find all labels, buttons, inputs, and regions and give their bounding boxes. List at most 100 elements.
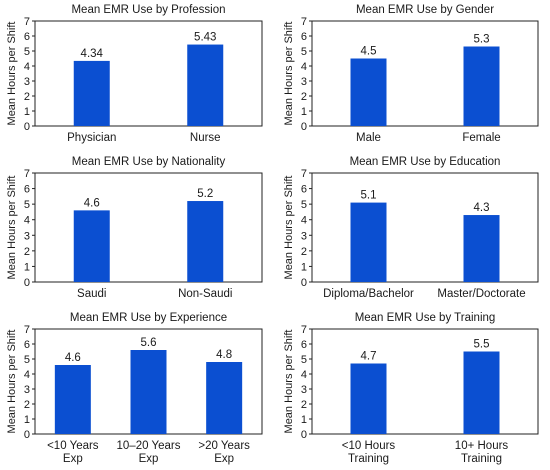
y-tick-label: 1 <box>24 261 30 273</box>
y-tick-label: 2 <box>301 246 307 258</box>
chart-title: Mean EMR Use by Training <box>355 312 496 324</box>
y-tick-label: 0 <box>301 429 307 441</box>
data-label: 4.3 <box>474 202 490 214</box>
bar <box>350 202 387 282</box>
chart-panel-4: Mean EMR Use by Education Mean Hours per … <box>283 156 539 300</box>
y-axis-label: Mean Hours per Shift <box>6 22 18 126</box>
data-label: 4.8 <box>216 349 232 361</box>
y-tick-label: 1 <box>24 414 30 426</box>
y-axis-label: Mean Hours per Shift <box>283 330 295 434</box>
data-label: 5.5 <box>474 339 490 351</box>
y-tick-label: 0 <box>24 277 30 289</box>
chart-panel-3: Mean EMR Use by Nationality Mean Hours pe… <box>6 156 263 300</box>
y-tick-label: 1 <box>24 106 30 118</box>
y-tick-label: 4 <box>24 369 30 381</box>
y-tick-label: 5 <box>24 199 30 211</box>
bar <box>463 351 500 434</box>
y-tick-label: 3 <box>24 384 30 396</box>
bar <box>187 44 224 126</box>
category-label: Saudi <box>77 288 106 300</box>
y-tick-label: 7 <box>24 324 30 336</box>
category-label: Training <box>461 453 502 465</box>
y-tick-label: 0 <box>24 121 30 133</box>
data-label: 4.6 <box>84 197 100 209</box>
y-tick-label: 4 <box>301 215 307 227</box>
bar <box>187 201 224 282</box>
y-axis-label: Mean Hours per Shift <box>6 330 18 434</box>
chart-panel-2: Mean EMR Use by Gender Mean Hours per Shi… <box>283 4 539 144</box>
bar <box>73 210 110 282</box>
y-axis-label: Mean Hours per Shift <box>6 176 18 280</box>
y-tick-label: 7 <box>301 168 307 180</box>
category-label: Male <box>356 132 381 144</box>
y-axis-label: Mean Hours per Shift <box>283 176 295 280</box>
y-tick-label: 6 <box>24 184 30 196</box>
y-tick-label: 5 <box>301 354 307 366</box>
y-tick-label: 0 <box>301 277 307 289</box>
category-label: <10 Years <box>47 440 99 452</box>
y-tick-label: 2 <box>24 246 30 258</box>
category-label: 10–20 Years <box>117 440 181 452</box>
plot-frame <box>34 172 263 283</box>
category-label: >20 Years <box>198 440 250 452</box>
y-tick-label: 2 <box>301 399 307 411</box>
y-tick-label: 4 <box>301 369 307 381</box>
y-tick-label: 4 <box>24 61 30 73</box>
y-tick-label: 0 <box>301 121 307 133</box>
bar <box>130 350 167 434</box>
y-tick-label: 6 <box>24 339 30 351</box>
category-label: Exp <box>63 453 83 465</box>
y-tick-label: 7 <box>301 324 307 336</box>
chart-panel-5: Mean EMR Use by Experience Mean Hours per… <box>6 312 263 465</box>
y-tick-label: 3 <box>24 230 30 242</box>
category-label: 10+ Hours <box>455 440 509 452</box>
chart-panel-6: Mean EMR Use by Training Mean Hours per S… <box>283 312 539 465</box>
bar <box>463 215 500 282</box>
data-label: 5.6 <box>141 337 157 349</box>
y-tick-label: 2 <box>24 399 30 411</box>
data-label: 5.1 <box>361 190 377 202</box>
chart-title: Mean EMR Use by Profession <box>71 4 225 16</box>
category-label: Exp <box>139 453 159 465</box>
y-tick-label: 6 <box>24 31 30 43</box>
y-tick-label: 5 <box>301 46 307 58</box>
plot-frame <box>311 328 539 435</box>
category-label: Training <box>348 453 389 465</box>
y-tick-label: 0 <box>24 429 30 441</box>
y-tick-label: 4 <box>24 215 30 227</box>
data-label: 4.7 <box>361 351 377 363</box>
data-label: 5.43 <box>194 32 216 44</box>
bar <box>350 363 387 434</box>
bar <box>206 362 243 434</box>
category-label: Female <box>462 132 500 144</box>
data-label: 5.3 <box>474 34 490 46</box>
plot-frame <box>34 20 263 127</box>
y-tick-label: 7 <box>24 16 30 28</box>
y-tick-label: 6 <box>301 184 307 196</box>
chart-title: Mean EMR Use by Education <box>350 156 501 168</box>
y-tick-label: 7 <box>301 16 307 28</box>
category-label: Diploma/Bachelor <box>323 288 414 300</box>
y-tick-label: 6 <box>301 31 307 43</box>
data-label: 4.6 <box>65 352 81 364</box>
data-label: 4.34 <box>81 48 104 60</box>
category-label: Physician <box>67 132 116 144</box>
y-tick-label: 5 <box>301 199 307 211</box>
category-label: Nurse <box>190 132 221 144</box>
chart-title: Mean EMR Use by Nationality <box>72 156 226 168</box>
category-label: Exp <box>214 453 234 465</box>
y-tick-label: 5 <box>24 46 30 58</box>
y-tick-label: 7 <box>24 168 30 180</box>
plot-frame <box>311 172 539 283</box>
y-tick-label: 2 <box>301 91 307 103</box>
chart-title: Mean EMR Use by Experience <box>70 312 227 324</box>
bar <box>350 58 387 126</box>
y-tick-label: 1 <box>301 261 307 273</box>
bar <box>54 365 91 434</box>
data-label: 4.5 <box>361 46 377 58</box>
y-axis-label: Mean Hours per Shift <box>283 22 295 126</box>
y-tick-label: 3 <box>301 76 307 88</box>
bar <box>73 60 110 126</box>
y-tick-label: 2 <box>24 91 30 103</box>
y-tick-label: 3 <box>301 384 307 396</box>
